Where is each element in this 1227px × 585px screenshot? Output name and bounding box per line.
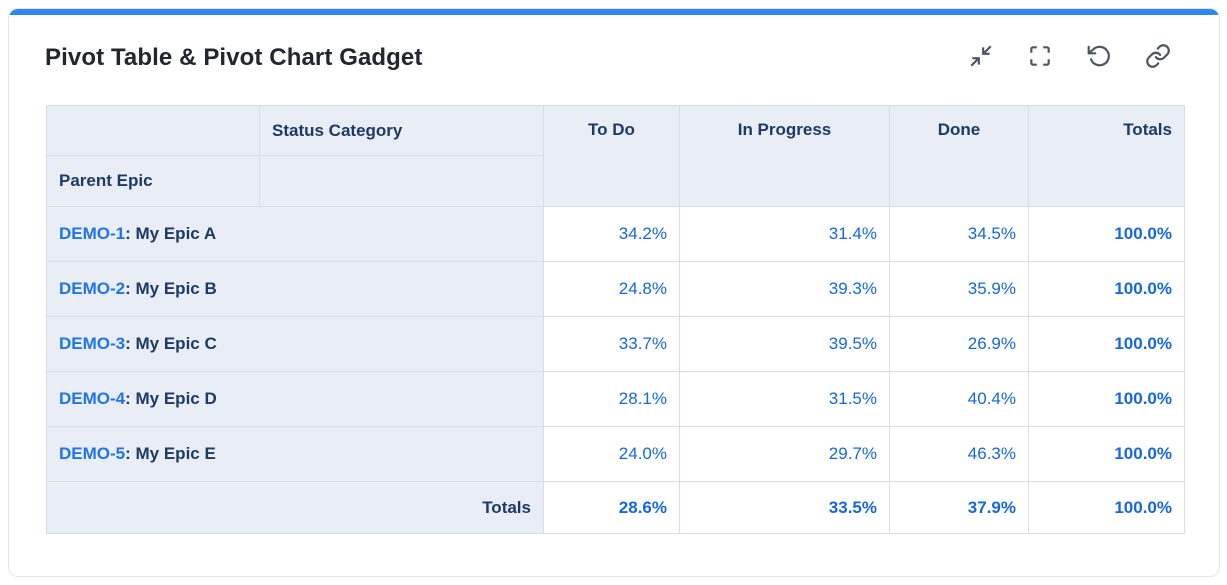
row-label: DEMO-3: My Epic C: [46, 316, 544, 372]
row-label-suffix: : My Epic B: [125, 279, 217, 298]
totals-row: Totals 28.6% 33.5% 37.9% 100.0%: [46, 481, 1185, 534]
value-cell: 28.1%: [543, 371, 680, 427]
collapse-button[interactable]: [968, 43, 994, 72]
table-row: DEMO-4: My Epic D 28.1% 31.5% 40.4% 100.0%: [46, 371, 1185, 427]
value-cell: 31.4%: [679, 206, 890, 262]
refresh-button[interactable]: [1086, 43, 1112, 72]
row-label-suffix: : My Epic E: [125, 444, 216, 463]
issue-key-link[interactable]: DEMO-2: [59, 279, 126, 298]
value-cell: 40.4%: [889, 371, 1029, 427]
value-cell: 46.3%: [889, 426, 1029, 482]
row-label: DEMO-2: My Epic B: [46, 261, 544, 317]
row-label: DEMO-1: My Epic A: [46, 206, 544, 262]
gadget-toolbar: [968, 43, 1171, 72]
issue-key-link[interactable]: DEMO-4: [59, 389, 126, 408]
issue-key-link[interactable]: DEMO-3: [59, 334, 126, 353]
card-header: Pivot Table & Pivot Chart Gadget: [9, 15, 1219, 72]
value-cell: 24.8%: [543, 261, 680, 317]
value-cell: 100.0%: [1028, 316, 1185, 372]
gadget-card: Pivot Table & Pivot Chart Gadget: [8, 8, 1220, 577]
value-cell: 34.5%: [889, 206, 1029, 262]
value-cell: 35.9%: [889, 261, 1029, 317]
empty-header-cell: [259, 155, 544, 207]
value-cell: 34.2%: [543, 206, 680, 262]
link-button[interactable]: [1145, 43, 1171, 72]
link-icon: [1145, 43, 1171, 72]
column-header-todo: To Do: [543, 105, 680, 207]
totals-value-cell: 33.5%: [679, 481, 890, 534]
column-header-done: Done: [889, 105, 1029, 207]
issue-key-link[interactable]: DEMO-5: [59, 444, 126, 463]
table-row: DEMO-1: My Epic A 34.2% 31.4% 34.5% 100.0%: [46, 206, 1185, 262]
value-cell: 100.0%: [1028, 426, 1185, 482]
pivot-table-body: DEMO-1: My Epic A 34.2% 31.4% 34.5% 100.0% DE…: [46, 206, 1185, 534]
value-cell: 24.0%: [543, 426, 680, 482]
value-cell: 39.3%: [679, 261, 890, 317]
row-label: DEMO-5: My Epic E: [46, 426, 544, 482]
column-group-label: Status Category: [259, 105, 544, 156]
value-cell: 100.0%: [1028, 261, 1185, 317]
gadget-title: Pivot Table & Pivot Chart Gadget: [45, 43, 423, 71]
row-label-suffix: : My Epic C: [125, 334, 217, 353]
fullscreen-icon: [1027, 43, 1053, 72]
totals-row-label: Totals: [46, 481, 544, 534]
value-cell: 100.0%: [1028, 206, 1185, 262]
totals-value-cell: 28.6%: [543, 481, 680, 534]
pivot-table: Status Category To Do In Progress Done T…: [46, 105, 1185, 534]
value-cell: 29.7%: [679, 426, 890, 482]
value-cell: 33.7%: [543, 316, 680, 372]
table-row: DEMO-5: My Epic E 24.0% 29.7% 46.3% 100.0%: [46, 426, 1185, 482]
row-label: DEMO-4: My Epic D: [46, 371, 544, 427]
collapse-icon: [968, 43, 994, 72]
corner-empty-cell: [46, 105, 260, 156]
totals-value-cell: 100.0%: [1028, 481, 1185, 534]
row-label-suffix: : My Epic D: [125, 389, 217, 408]
row-label-suffix: : My Epic A: [125, 224, 217, 243]
column-header-totals: Totals: [1028, 105, 1185, 207]
totals-value-cell: 37.9%: [889, 481, 1029, 534]
refresh-icon: [1086, 43, 1112, 72]
fullscreen-button[interactable]: [1027, 43, 1053, 72]
value-cell: 26.9%: [889, 316, 1029, 372]
table-row: DEMO-2: My Epic B 24.8% 39.3% 35.9% 100.0%: [46, 261, 1185, 317]
table-row: DEMO-3: My Epic C 33.7% 39.5% 26.9% 100.0%: [46, 316, 1185, 372]
value-cell: 100.0%: [1028, 371, 1185, 427]
column-header-inprogress: In Progress: [679, 105, 890, 207]
value-cell: 31.5%: [679, 371, 890, 427]
card-accent-bar: [9, 9, 1219, 15]
issue-key-link[interactable]: DEMO-1: [59, 224, 126, 243]
value-cell: 39.5%: [679, 316, 890, 372]
row-group-label: Parent Epic: [46, 155, 260, 207]
pivot-table-container: Status Category To Do In Progress Done T…: [9, 105, 1219, 534]
